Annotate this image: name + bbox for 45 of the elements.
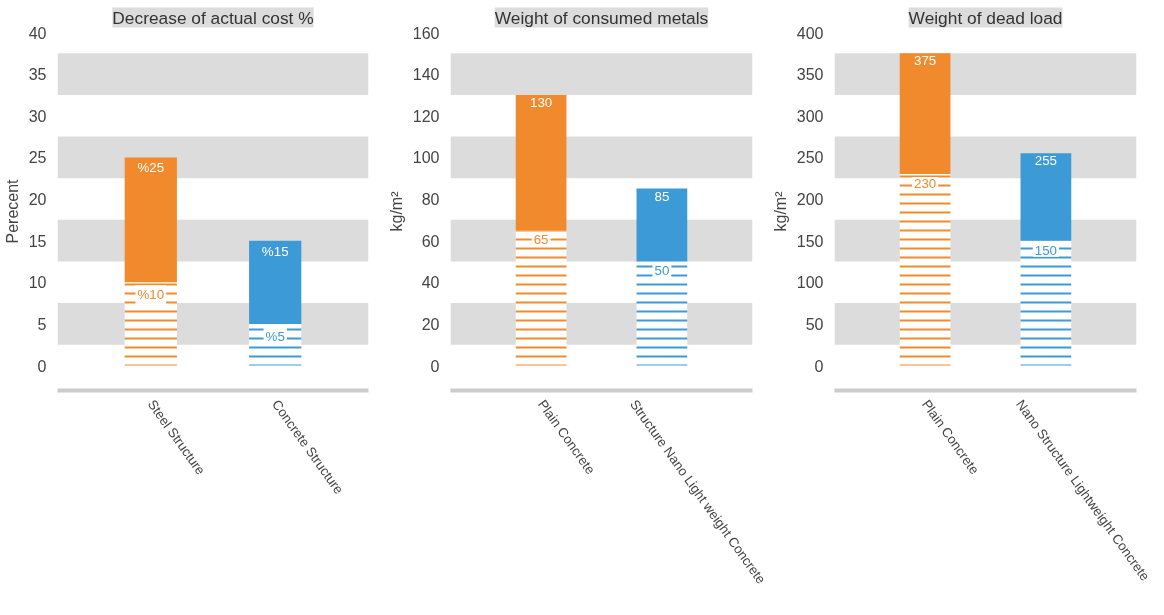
y-axis-title: kg/m²: [771, 190, 789, 232]
y-tick-label: 0: [37, 357, 47, 375]
data-label: %5: [265, 328, 285, 344]
y-tick-label: 150: [796, 232, 824, 250]
y-tick-label: 160: [412, 24, 440, 42]
y-tick-label: 40: [421, 274, 440, 292]
y-tick-label: 15: [28, 232, 47, 250]
y-axis-title: kg/m²: [387, 190, 405, 232]
chart-title: Weight of consumed metals: [494, 7, 709, 28]
y-tick-label: 60: [421, 232, 440, 250]
chart-title: Weight of dead load: [908, 7, 1063, 28]
data-label: %10: [137, 287, 165, 303]
data-label: 50: [654, 263, 670, 279]
y-tick-label: 200: [796, 191, 824, 209]
y-tick-label: 400: [796, 24, 824, 42]
y-tick-label: 0: [814, 357, 824, 375]
y-tick-label: 120: [412, 107, 440, 125]
y-axis-title: Perecent: [3, 178, 21, 244]
y-tick-label: 35: [28, 66, 47, 84]
y-tick-label: 20: [421, 315, 440, 333]
y-tick-label: 80: [421, 191, 440, 209]
y-tick-label: 140: [412, 66, 440, 84]
total-label: 85: [654, 188, 670, 204]
y-tick-label: 30: [28, 107, 47, 125]
y-tick-label: 20: [28, 191, 47, 209]
data-label: 65: [533, 232, 549, 248]
total-label: %15: [261, 243, 289, 259]
data-label: 230: [913, 176, 937, 192]
y-tick-label: 100: [796, 274, 824, 292]
y-tick-label: 100: [412, 149, 440, 167]
y-tick-label: 250: [796, 149, 824, 167]
total-label: %25: [137, 160, 165, 176]
y-tick-label: 25: [28, 149, 47, 167]
chart-title: Decrease of actual cost %: [112, 7, 314, 28]
y-tick-label: 10: [28, 274, 47, 292]
y-tick-label: 300: [796, 107, 824, 125]
total-label: 375: [913, 53, 937, 69]
total-label: 255: [1034, 153, 1058, 169]
y-tick-label: 50: [805, 315, 824, 333]
y-tick-label: 0: [430, 357, 440, 375]
total-label: 130: [529, 94, 553, 110]
y-tick-label: 5: [37, 315, 47, 333]
y-tick-label: 40: [28, 24, 47, 42]
data-label: 150: [1034, 242, 1058, 258]
y-tick-label: 350: [796, 66, 824, 84]
